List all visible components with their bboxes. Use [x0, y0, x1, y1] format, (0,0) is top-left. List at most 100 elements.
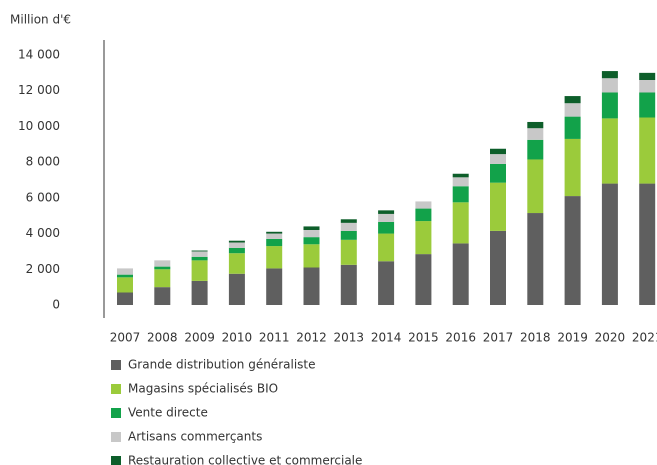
bar-segment: [266, 268, 283, 305]
x-tick-label: 2020: [595, 331, 626, 345]
bar-segment: [452, 202, 469, 244]
bar-segment: [191, 256, 208, 261]
bar-segment: [452, 186, 469, 203]
bar-segment: [527, 159, 544, 214]
legend-swatch: [111, 408, 121, 418]
legend-label: Artisans commerçants: [128, 430, 262, 444]
bar-segment: [303, 267, 320, 305]
bar-segment: [117, 274, 133, 278]
bar-segment: [564, 196, 581, 305]
bar-segment: [452, 177, 469, 187]
legend-swatch: [111, 432, 121, 442]
x-tick-label: 2016: [445, 331, 476, 345]
bar-segment: [266, 231, 283, 234]
bar-segment: [639, 183, 656, 305]
bar-segment: [303, 226, 320, 230]
y-tick-label: 8 000: [26, 155, 60, 169]
y-tick-label: 14 000: [18, 48, 60, 62]
bar-segment: [601, 92, 618, 119]
bar-segment: [490, 154, 506, 164]
bar-segment: [191, 260, 208, 281]
bar-segment: [154, 287, 171, 305]
bar-segment: [303, 244, 320, 268]
bar-segment: [228, 247, 245, 254]
bar-segment: [266, 246, 283, 269]
bar-segment: [117, 292, 133, 305]
bar-segment: [154, 266, 171, 270]
y-axis-label: Million d'€: [10, 13, 71, 27]
x-tick-label: 2008: [147, 331, 178, 345]
bar-segment: [191, 251, 208, 257]
bar-segment: [639, 117, 656, 184]
bar-segment: [378, 233, 395, 262]
bar-segment: [490, 148, 506, 155]
y-tick-label: 4 000: [26, 226, 60, 240]
x-tick-label: 2013: [334, 331, 365, 345]
bar-segment: [415, 221, 432, 255]
bar-segment: [378, 213, 395, 222]
bar-segment: [378, 210, 395, 214]
bar-segment: [452, 243, 469, 305]
x-tick-label: 2010: [222, 331, 253, 345]
legend-label: Vente directe: [128, 406, 208, 420]
x-tick-label: 2012: [296, 331, 327, 345]
bar-segment: [639, 72, 656, 80]
bar-segment: [340, 219, 357, 223]
bar-segment: [378, 221, 395, 234]
y-tick-label: 10 000: [18, 119, 60, 133]
x-tick-label: 2015: [408, 331, 439, 345]
bar-segment: [527, 121, 544, 129]
bar-segment: [601, 71, 618, 79]
bar-segment: [117, 268, 133, 275]
bar-segment: [601, 118, 618, 184]
bar-segment: [154, 269, 171, 288]
bar-segment: [340, 222, 357, 231]
bar-segment: [601, 78, 618, 93]
bar-segment: [639, 80, 656, 93]
bar-segment: [191, 280, 208, 305]
bar-segment: [303, 237, 320, 245]
bar-segment: [490, 230, 506, 305]
bar-segment: [340, 264, 357, 305]
bar-segment: [527, 128, 544, 140]
legend-swatch: [111, 456, 121, 465]
bar-segment: [601, 183, 618, 305]
x-tick-label: 2021: [632, 331, 657, 345]
bar-segment: [117, 277, 133, 293]
x-tick-label: 2014: [371, 331, 402, 345]
bar-segment: [415, 254, 432, 305]
x-tick-label: 2009: [184, 331, 215, 345]
x-tick-label: 2018: [520, 331, 551, 345]
bar-segment: [639, 92, 656, 118]
legend-swatch: [111, 384, 121, 394]
bar-segment: [490, 182, 506, 231]
bar-segment: [564, 116, 581, 139]
y-tick-label: 0: [52, 298, 60, 312]
bar-segment: [452, 173, 469, 178]
x-tick-label: 2007: [110, 331, 141, 345]
y-tick-label: 2 000: [26, 262, 60, 276]
bar-segment: [228, 242, 245, 248]
bar-segment: [191, 250, 208, 252]
bar-segment: [340, 239, 357, 265]
bar-segment: [415, 201, 432, 209]
bar-segment: [303, 230, 320, 238]
y-tick-label: 12 000: [18, 83, 60, 97]
bar-segment: [340, 230, 357, 240]
legend-label: Grande distribution généraliste: [128, 358, 316, 372]
bar-segment: [415, 208, 432, 222]
bar-segment: [490, 163, 506, 183]
bar-segment: [266, 233, 283, 239]
legend-swatch: [111, 360, 121, 370]
bar-segment: [228, 253, 245, 274]
legend-label: Restauration collective et commerciale: [128, 454, 362, 465]
x-tick-label: 2017: [483, 331, 514, 345]
bar-segment: [564, 103, 581, 117]
bar-segment: [378, 261, 395, 305]
bar-segment: [564, 138, 581, 197]
y-tick-label: 6 000: [26, 190, 60, 204]
bar-segment: [564, 96, 581, 104]
bar-segment: [154, 260, 171, 267]
bar-segment: [228, 240, 245, 243]
